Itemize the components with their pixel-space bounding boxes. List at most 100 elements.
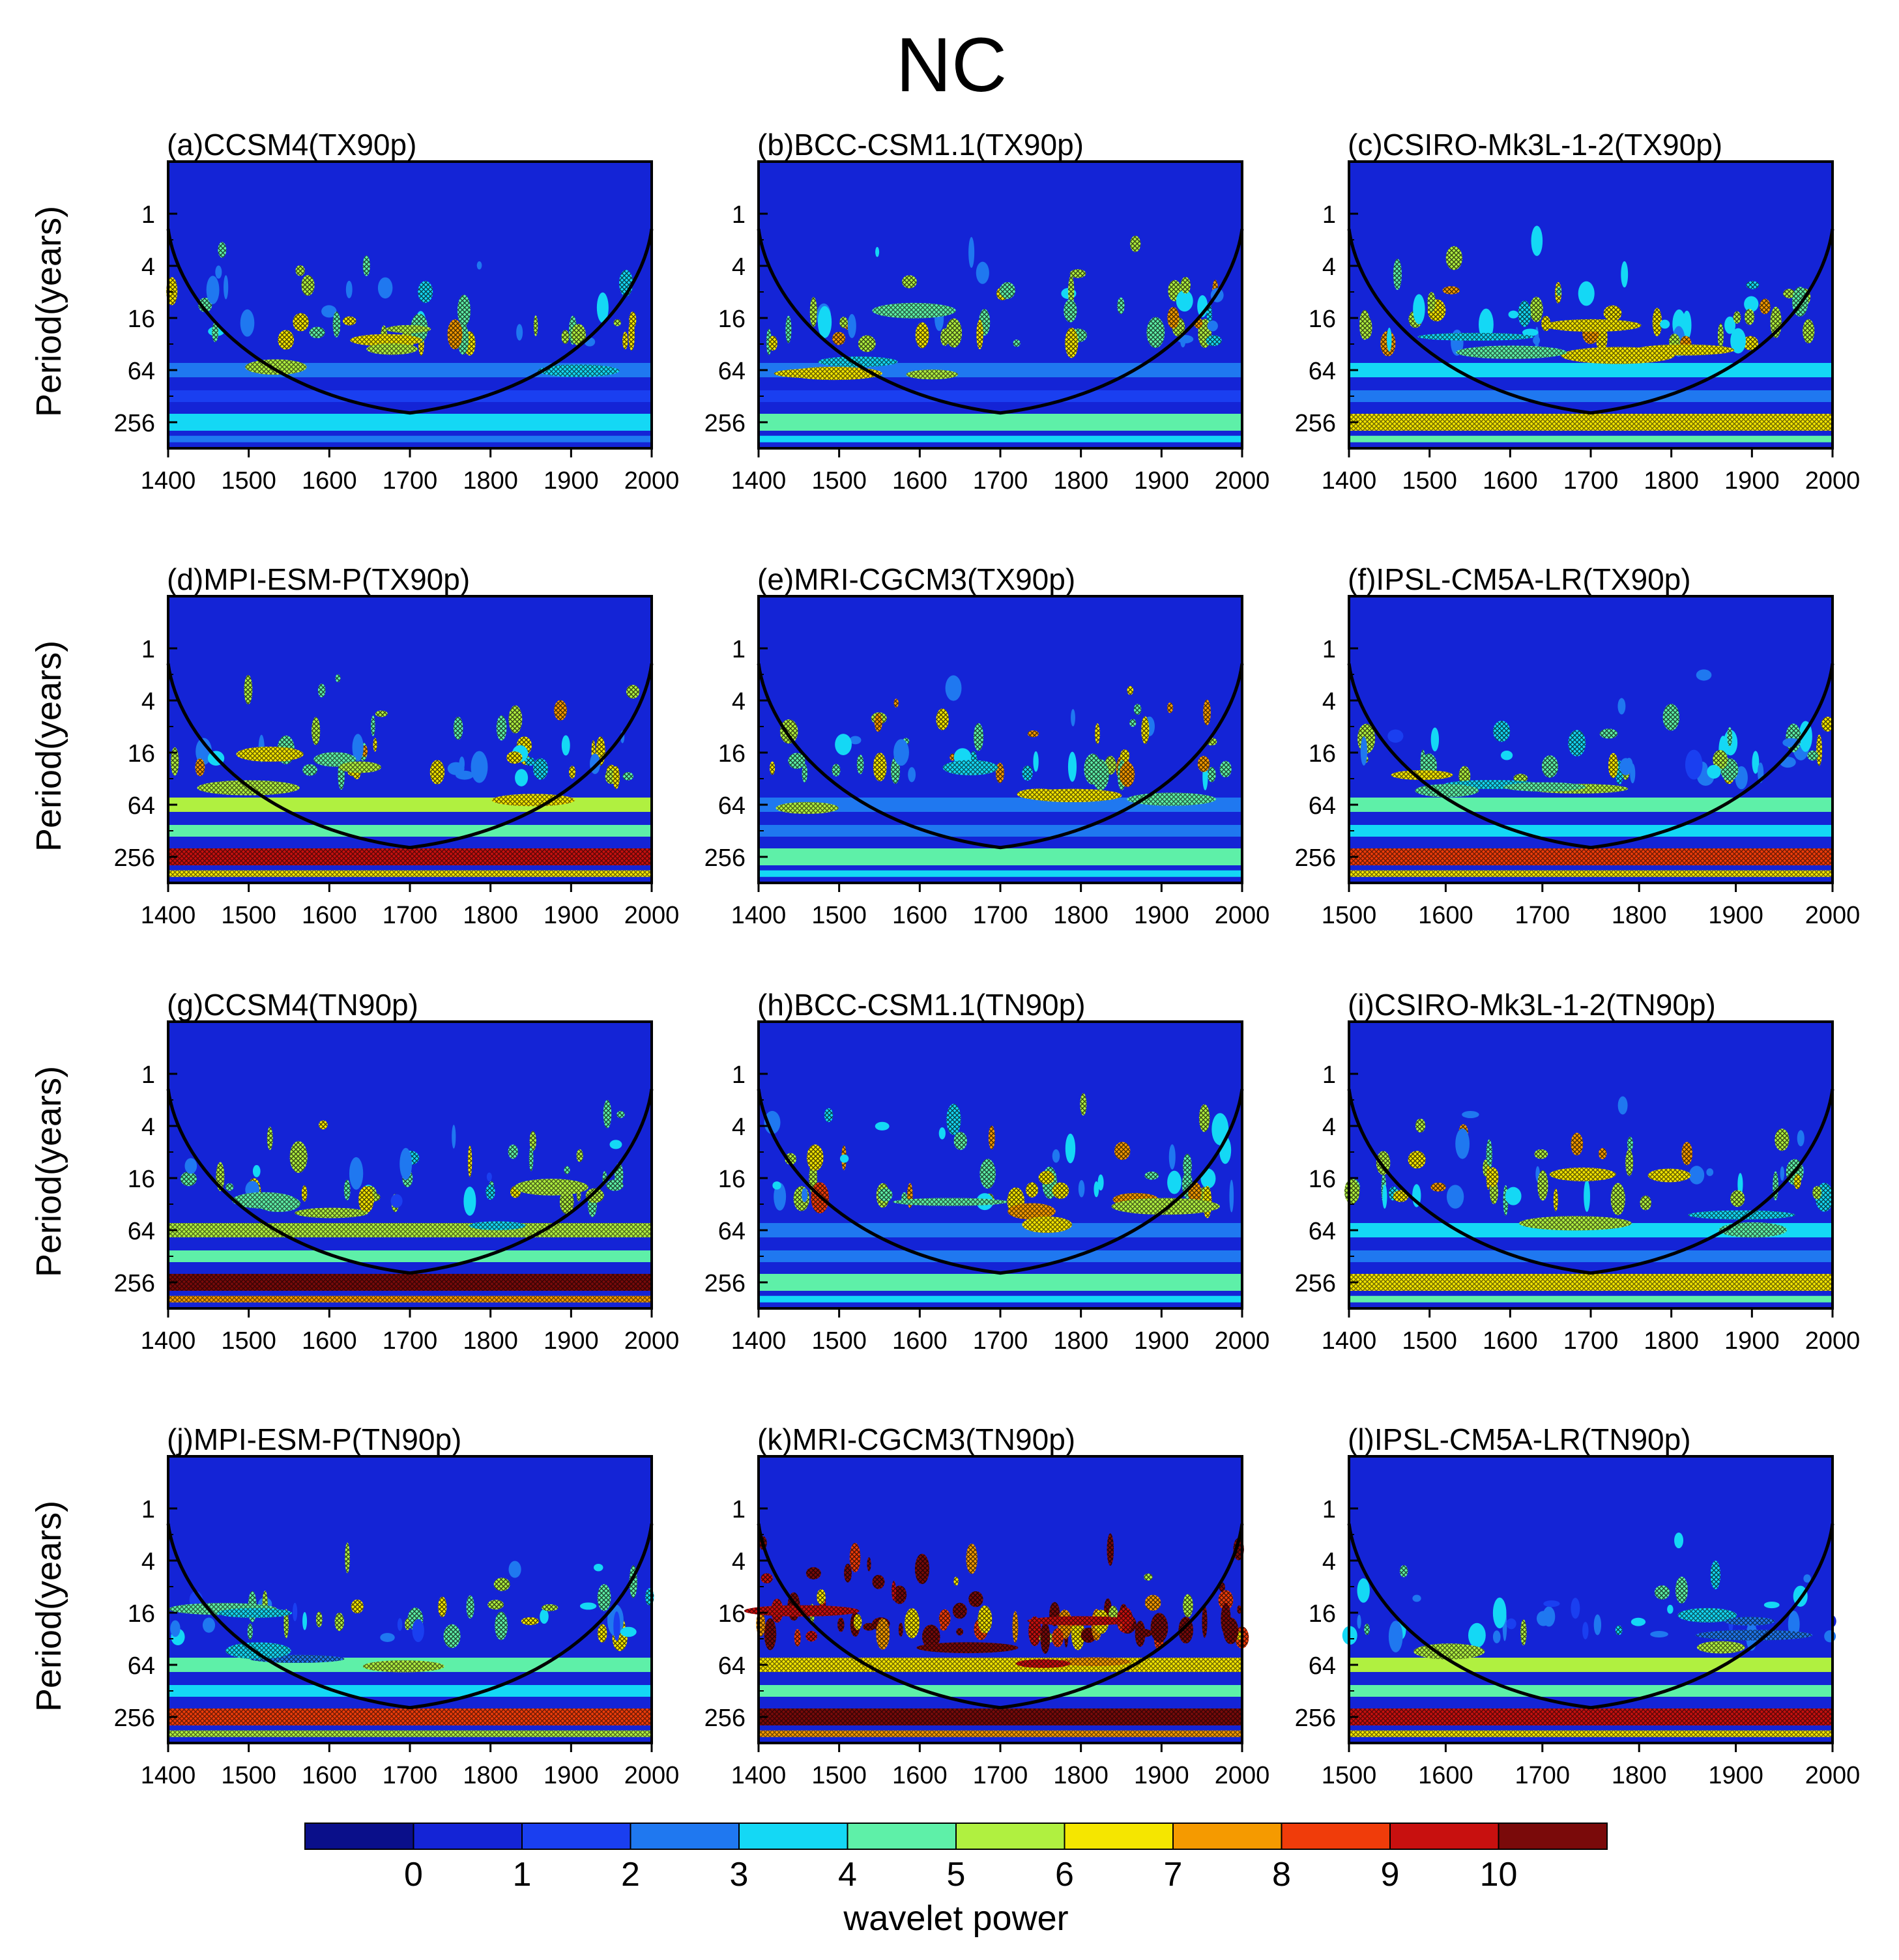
y-tick-label: 256 [704, 1270, 746, 1297]
significance-hatch [561, 330, 570, 344]
significance-hatch [824, 1108, 834, 1123]
power-patch [215, 265, 222, 279]
power-patch [594, 1563, 603, 1572]
power-band [759, 390, 1242, 402]
significance-hatch [1742, 336, 1759, 351]
significance-hatch [1022, 1216, 1072, 1233]
significance-hatch [181, 1171, 197, 1187]
x-tick-label: 1700 [1563, 1327, 1619, 1355]
significance-hatch [1198, 1104, 1210, 1132]
power-band [168, 798, 652, 812]
power-band [168, 435, 652, 442]
power-patch [1563, 1600, 1573, 1621]
x-tick-label: 1600 [892, 902, 948, 929]
power-patch [1578, 281, 1595, 306]
significance-hatch [466, 1595, 474, 1619]
significance-hatch [1068, 275, 1075, 308]
power-patch [390, 1194, 403, 1208]
y-tick-label: 256 [704, 410, 746, 437]
power-patch [1737, 1173, 1743, 1196]
significance-hatch [295, 1207, 368, 1218]
power-patch [206, 276, 220, 304]
significance-hatch [1615, 1625, 1623, 1636]
significance-hatch [978, 1606, 993, 1634]
panel-b: (b)BCC-CSM1.1(TX90p) 1 4 16 64 256 1400 1500 160… [704, 128, 1270, 495]
x-tick-label: 1700 [383, 902, 438, 929]
colorbar-swatch [1064, 1823, 1174, 1850]
significance-hatch [1144, 1594, 1161, 1611]
significance-hatch [373, 738, 377, 752]
x-tick-label: 1900 [1708, 1762, 1763, 1789]
power-patch [463, 1187, 476, 1216]
significance-hatch [1430, 1182, 1446, 1192]
significance-hatch [1237, 1605, 1242, 1614]
y-tick-label: 256 [114, 1705, 155, 1732]
panel-title: (h)BCC-CSM1.1(TN90p) [757, 988, 1086, 1022]
power-band [168, 1685, 652, 1697]
x-tick-label: 1500 [1402, 1327, 1457, 1355]
power-patch [1097, 1174, 1104, 1191]
x-tick-label: 2000 [1215, 467, 1270, 495]
significance-hatch [1625, 1149, 1634, 1176]
significance-hatch [533, 758, 548, 780]
power-patch [399, 1147, 413, 1180]
significance-hatch [312, 717, 321, 745]
power-patch [1650, 1630, 1668, 1638]
significance-hatch [1775, 1129, 1790, 1151]
significance-hatch [168, 1223, 652, 1237]
significance-hatch [533, 315, 538, 336]
significance-hatch [1120, 762, 1135, 787]
x-tick-label: 1400 [141, 902, 196, 929]
significance-hatch [1183, 1153, 1192, 1179]
significance-hatch [914, 1553, 930, 1585]
significance-hatch [856, 755, 864, 775]
significance-hatch [168, 1274, 652, 1291]
power-patch [224, 275, 229, 300]
x-tick-label: 1400 [141, 1327, 196, 1355]
y-tick-label: 256 [114, 844, 155, 872]
significance-hatch [1696, 1630, 1813, 1641]
significance-hatch [1135, 1621, 1146, 1647]
significance-hatch [622, 331, 628, 350]
significance-hatch [876, 1618, 890, 1650]
power-patch [1229, 1179, 1234, 1213]
significance-hatch [854, 1614, 862, 1630]
significance-hatch [1717, 323, 1724, 349]
significance-hatch [1503, 782, 1586, 792]
significance-hatch [776, 801, 839, 814]
significance-hatch [979, 1159, 996, 1189]
panel-g: (g)CCSM4(TN90p) 1 4 16 64 256 1400 1500 1600 1700… [29, 988, 679, 1355]
power-patch [945, 675, 962, 701]
significance-hatch [278, 330, 295, 350]
significance-hatch [1167, 307, 1180, 329]
significance-hatch [759, 1708, 1242, 1725]
significance-hatch [1223, 1617, 1239, 1645]
significance-hatch [844, 1563, 852, 1583]
colorbar-tick-label: 2 [621, 1856, 640, 1894]
significance-hatch [1027, 730, 1039, 738]
power-band [168, 390, 652, 402]
x-tick-label: 1500 [221, 467, 276, 495]
power-patch [1360, 736, 1368, 766]
y-tick-label: 16 [1309, 1600, 1336, 1628]
significance-hatch [1000, 282, 1015, 299]
significance-hatch [1688, 1210, 1795, 1220]
x-tick-label: 1400 [1322, 467, 1377, 495]
x-tick-label: 2000 [624, 467, 680, 495]
heatmap-background [759, 162, 1242, 448]
power-patch [515, 769, 529, 786]
power-patch [1462, 1110, 1479, 1118]
significance-hatch [858, 335, 876, 353]
significance-hatch [1183, 1594, 1193, 1617]
power-patch [486, 1172, 492, 1181]
power-patch [1413, 294, 1425, 324]
power-patch [508, 1561, 521, 1578]
y-tick-label: 4 [1322, 1114, 1336, 1141]
significance-hatch [244, 674, 253, 705]
x-tick-label: 1700 [1515, 1762, 1571, 1789]
significance-hatch [469, 1221, 526, 1230]
significance-hatch [217, 1607, 293, 1618]
heatmap-background [759, 1456, 1242, 1743]
significance-hatch [1092, 759, 1109, 790]
y-tick-label: 16 [1309, 740, 1336, 768]
